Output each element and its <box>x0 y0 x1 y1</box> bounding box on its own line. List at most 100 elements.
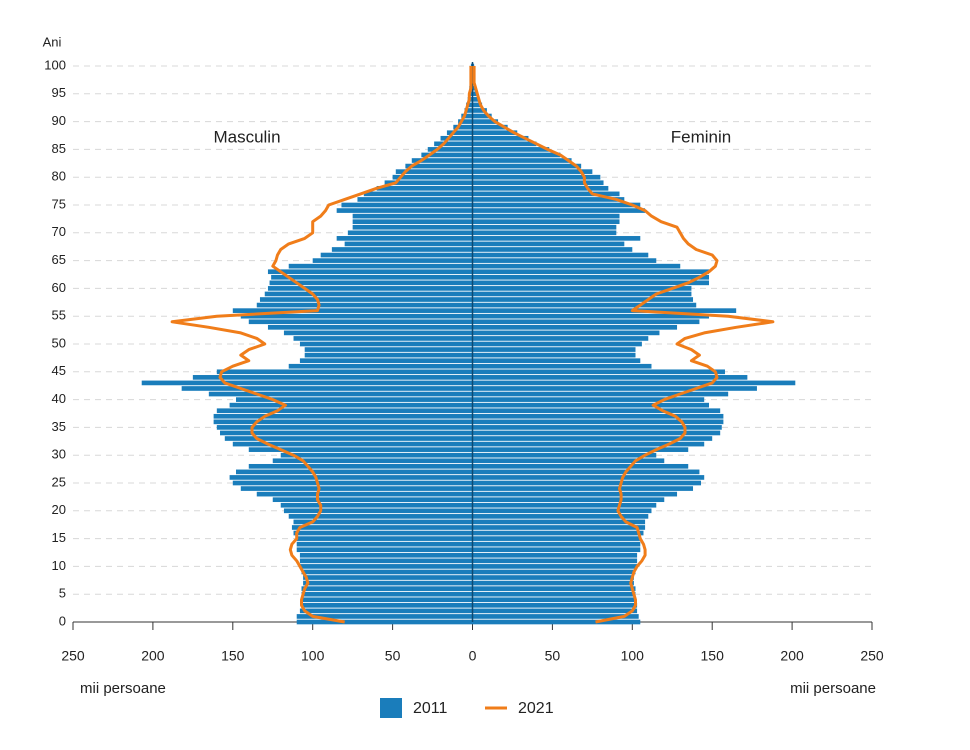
bar <box>472 174 601 180</box>
bar <box>472 219 620 225</box>
bar <box>256 491 473 497</box>
bar <box>208 391 473 397</box>
bar <box>472 530 644 536</box>
line <box>472 66 775 624</box>
bar <box>288 263 473 269</box>
bar <box>472 319 700 325</box>
bar <box>272 497 473 503</box>
bar <box>472 202 641 208</box>
y-tick-label: 10 <box>52 558 66 573</box>
bar <box>472 569 636 575</box>
bar <box>472 208 646 213</box>
bar <box>461 113 473 119</box>
x-tick-label: 200 <box>141 648 165 664</box>
bar <box>336 236 473 241</box>
bar <box>472 491 678 497</box>
bar <box>141 380 473 386</box>
bar <box>213 419 473 425</box>
bar <box>472 258 657 263</box>
bar <box>472 502 657 508</box>
bar <box>256 302 473 308</box>
bar <box>304 352 473 358</box>
bar <box>472 308 737 313</box>
bar <box>472 302 697 308</box>
bar <box>434 141 473 147</box>
bar <box>472 119 499 124</box>
bar <box>472 413 724 419</box>
bar <box>472 252 649 258</box>
bar <box>472 197 625 202</box>
x-tick-label: 200 <box>780 648 804 664</box>
bar <box>472 397 705 402</box>
left-label: Masculin <box>213 127 280 146</box>
bar <box>291 525 473 530</box>
bar <box>472 419 724 425</box>
bar <box>267 324 473 330</box>
bar <box>472 236 641 241</box>
bar <box>216 369 473 375</box>
bar <box>421 152 473 158</box>
x-tick-label: 250 <box>860 648 884 664</box>
bar <box>395 169 473 174</box>
bar <box>472 525 646 530</box>
bar <box>347 230 473 236</box>
bar <box>392 174 473 180</box>
bar <box>472 575 634 580</box>
bar <box>472 375 748 380</box>
bar <box>216 408 473 414</box>
bar <box>232 480 473 486</box>
bar <box>472 469 700 475</box>
bar <box>472 552 638 558</box>
bar <box>301 597 473 603</box>
bar <box>472 269 710 275</box>
bar <box>280 452 473 458</box>
bar <box>472 580 634 586</box>
bar <box>472 614 639 619</box>
y-tick-label: 50 <box>52 335 66 350</box>
bar <box>472 541 641 547</box>
bar <box>272 458 473 464</box>
bar <box>472 452 657 458</box>
bar <box>269 280 473 286</box>
bar <box>224 436 473 441</box>
bar <box>232 441 473 447</box>
x-axis-label: mii persoane <box>790 680 876 697</box>
x-tick-label: 50 <box>385 648 401 664</box>
bar <box>472 152 561 158</box>
bar <box>472 352 636 358</box>
bar <box>363 191 473 197</box>
bar <box>472 447 689 452</box>
bar <box>472 124 508 130</box>
y-tick-label: 35 <box>52 419 66 434</box>
bar <box>472 324 678 330</box>
y-tick-label: 95 <box>52 85 66 100</box>
bar <box>472 602 638 608</box>
bar <box>472 224 617 230</box>
legend-label: 2021 <box>518 700 554 717</box>
y-tick-label: 60 <box>52 280 66 295</box>
bar <box>472 191 620 197</box>
y-tick-label: 5 <box>59 586 66 601</box>
bar <box>472 591 636 597</box>
bar <box>472 408 721 414</box>
bar <box>296 541 473 547</box>
bar <box>248 447 473 452</box>
bar <box>472 163 582 169</box>
x-tick-label: 250 <box>61 648 85 664</box>
x-tick-label: 50 <box>545 648 561 664</box>
bar <box>472 85 476 91</box>
bar <box>320 252 473 258</box>
bar <box>240 313 473 319</box>
bar <box>283 330 473 336</box>
bar <box>405 163 473 169</box>
bar <box>472 108 487 113</box>
bar <box>472 497 665 503</box>
bar <box>472 619 641 625</box>
bar <box>472 147 550 152</box>
bar <box>192 375 473 380</box>
bar <box>472 158 572 163</box>
bar <box>472 558 638 564</box>
bar <box>271 274 473 280</box>
bar <box>344 241 473 247</box>
bar <box>181 386 473 391</box>
